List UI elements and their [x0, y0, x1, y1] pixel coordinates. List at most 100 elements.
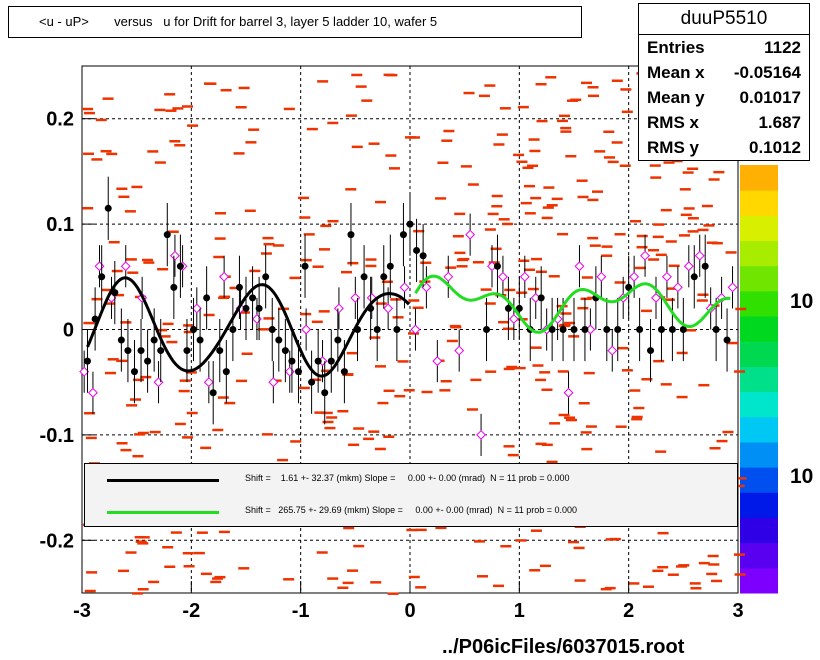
histogram-bin [735, 477, 747, 480]
magenta-point [120, 261, 131, 272]
histogram-bin [229, 286, 241, 290]
y-tick-label: -0.2 [40, 530, 74, 552]
histogram-bin [220, 88, 232, 92]
histogram-bin [170, 531, 182, 534]
histogram-bin [689, 582, 701, 585]
black-point [515, 304, 523, 312]
histogram-bin [600, 587, 612, 591]
black-point [209, 389, 217, 397]
histogram-bin [83, 152, 95, 156]
histogram-bin [185, 371, 197, 374]
histogram-bin [621, 110, 633, 114]
histogram-bin [289, 276, 301, 280]
histogram-bin [545, 76, 557, 79]
magenta-point [421, 282, 432, 293]
histogram-bin [212, 577, 224, 580]
black-point [537, 294, 545, 302]
y-tick-label: -0.1 [40, 425, 74, 447]
magenta-point [268, 377, 279, 388]
histogram-bin [711, 579, 723, 583]
histogram-bin [500, 544, 512, 548]
histogram-bin [394, 394, 406, 398]
histogram-bin [734, 573, 746, 576]
histogram-bin [82, 206, 94, 210]
histogram-bin [383, 389, 395, 393]
palette-label-lower: 10 [790, 465, 814, 488]
black-point [360, 273, 368, 281]
histogram-bin [169, 140, 181, 143]
histogram-bin [244, 209, 256, 213]
histogram-bin [587, 86, 599, 89]
histogram-bin [716, 439, 728, 443]
black-point [314, 357, 322, 365]
histogram-bin [263, 317, 275, 320]
histogram-bin [549, 422, 561, 425]
black-point [380, 273, 388, 281]
black-point [268, 326, 276, 333]
stats-box: duuP5510 Entries 1122 Mean x -0.05164 Me… [638, 3, 810, 161]
histogram-bin [523, 184, 535, 188]
histogram-bin [370, 581, 382, 584]
palette-cell [740, 391, 778, 418]
stats-row-entries: Entries 1122 [639, 35, 809, 60]
histogram-bin [527, 287, 539, 291]
histogram-bin [517, 105, 529, 109]
black-point [83, 357, 91, 365]
histogram-bin [520, 201, 532, 205]
histogram-bin [445, 266, 457, 269]
histogram-bin [498, 218, 510, 221]
histogram-bin [437, 161, 449, 164]
histogram-bin [733, 553, 745, 556]
palette-cell [740, 492, 778, 518]
histogram-bin [327, 121, 339, 125]
histogram-bin [127, 271, 139, 274]
histogram-bin [558, 324, 570, 328]
histogram-bin [565, 154, 577, 158]
histogram-bin [348, 443, 360, 447]
histogram-bin [655, 450, 667, 453]
histogram-bin [218, 530, 230, 534]
histogram-bin [697, 228, 709, 232]
histogram-bin [701, 204, 713, 208]
black-point [117, 336, 125, 344]
histogram-bin [365, 264, 377, 268]
histogram-bin [113, 293, 125, 297]
footer-filename: ../P06icFiles/6037015.root [442, 636, 685, 658]
histogram-bin [181, 105, 193, 108]
histogram-bin [314, 411, 326, 414]
histogram-bin [183, 565, 195, 568]
histogram-bin [193, 551, 205, 555]
histogram-bin [111, 269, 123, 273]
x-tick-label: 1 [514, 600, 525, 622]
black-point [334, 336, 342, 344]
histogram-bin [676, 351, 688, 355]
histogram-bin [174, 422, 186, 426]
histogram-bin [568, 540, 580, 544]
histogram-bin [577, 306, 589, 310]
black-point [190, 326, 198, 333]
histogram-bin [587, 236, 599, 240]
histogram-bin [298, 196, 310, 200]
histogram-bin [631, 417, 643, 421]
histogram-bin [628, 582, 640, 585]
magenta-point [607, 345, 618, 356]
histogram-bin [634, 266, 646, 270]
histogram-bin [310, 378, 322, 382]
black-point [406, 220, 414, 228]
histogram-bin [375, 302, 387, 305]
histogram-bin [351, 145, 363, 149]
histogram-bin [588, 94, 600, 98]
histogram-bin [340, 270, 352, 274]
histogram-bin [557, 370, 569, 373]
black-point [130, 368, 138, 376]
x-tick-label: 2 [623, 600, 634, 622]
magenta-point [432, 356, 443, 367]
magenta-point [333, 303, 344, 314]
magenta-point [640, 250, 651, 261]
stats-value: -0.05164 [733, 63, 801, 82]
histogram-bin [577, 195, 589, 199]
histogram-bin [337, 409, 349, 413]
histogram-bin [126, 404, 138, 407]
histogram-bin [235, 379, 247, 383]
histogram-bin [361, 99, 373, 102]
